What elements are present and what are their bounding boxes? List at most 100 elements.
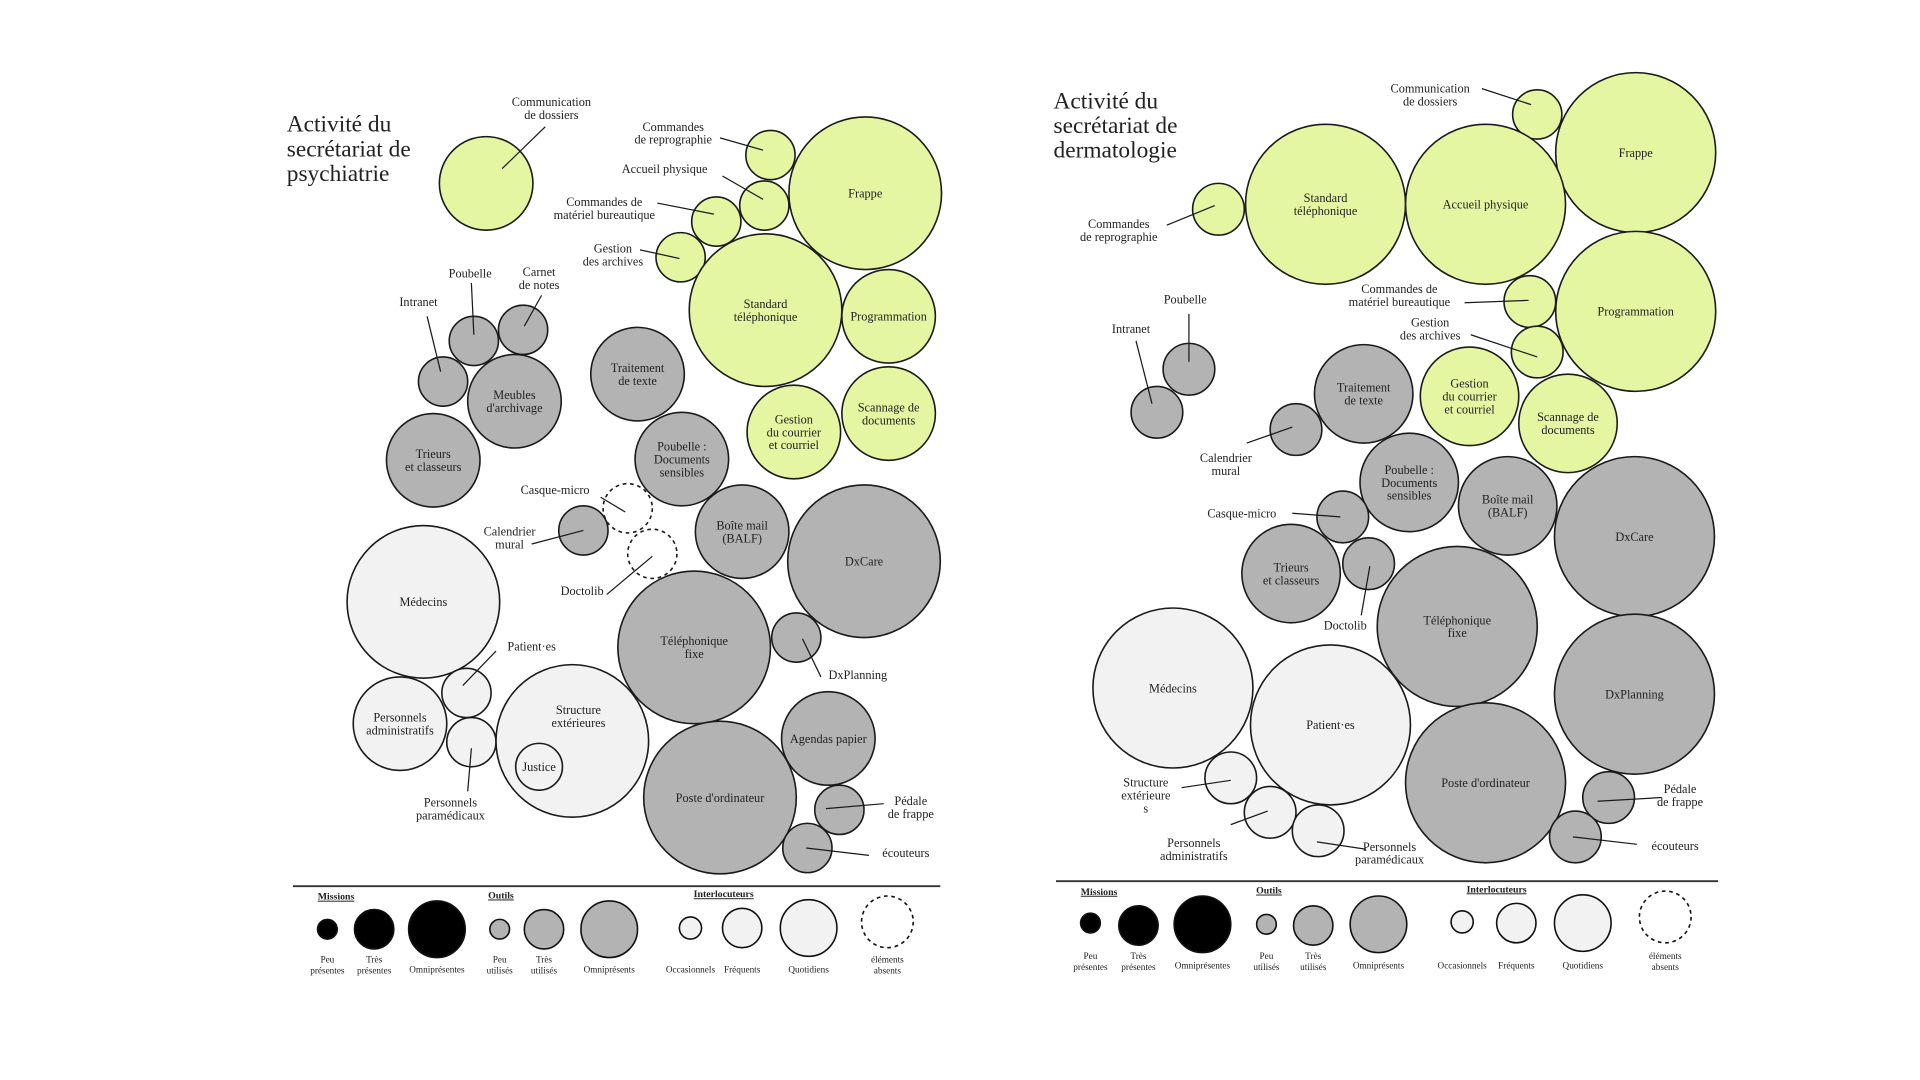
bubble-label-line: téléphonique — [1294, 204, 1358, 218]
bubble-traitement-de-texte: Traitement de texte — [589, 326, 686, 422]
bubble-circle-interlocutor — [1204, 751, 1258, 805]
bubble-label-line: (BALF) — [722, 531, 762, 545]
legend-label: Peu présentes — [310, 954, 345, 975]
bubble-circle-mission — [788, 116, 943, 271]
bubble-label-line: Programmation — [850, 310, 927, 324]
bubble-justice: Justice — [514, 742, 564, 791]
bubble-calendrier-mural: Calendrier mural — [484, 505, 609, 556]
leader-line — [639, 249, 680, 260]
legend-label: Quotidiens — [788, 964, 829, 974]
bubble-circle-interlocutor — [445, 716, 497, 768]
legend: Missions Outils Interlocuteurs Peu présentes… — [292, 885, 941, 976]
legend-swatch-mission — [316, 918, 339, 940]
bubble-label-line: Meubles — [493, 388, 536, 402]
bubble-label: Patient·es — [1306, 718, 1355, 732]
legend-swatch-tool — [580, 900, 639, 959]
bubble-circle-mission — [690, 196, 742, 247]
bubble-label-line: Frappe — [1619, 146, 1654, 160]
bubble-commandes-de-reprographie: Commandes de reprographie — [634, 120, 796, 181]
bubble-label: Pédale de frappe — [888, 794, 935, 821]
bubble-label-line: Poubelle — [449, 267, 493, 281]
bubble-label-line: Structure — [1123, 775, 1169, 789]
bubble-label-line: Médecins — [399, 595, 447, 609]
bubble-label: Doctolib — [561, 584, 604, 598]
dermatology-diagram: Activité du secrétariat de dermatologie Com… — [1054, 71, 1719, 972]
bubble-circle-tool — [642, 720, 798, 875]
bubble-label-line: Standard — [744, 297, 788, 311]
bubble-label-line: Trieurs — [416, 447, 451, 461]
bubble-label: Calendrier mural — [1200, 451, 1252, 478]
bubble-circle-tool — [1553, 613, 1716, 775]
bubble-label-line: Trieurs — [1274, 560, 1309, 574]
bubble-circle-interlocutor — [352, 676, 448, 772]
bubble-label-line: Casque-micro — [1207, 507, 1276, 521]
bubble-circle-tool — [1241, 523, 1342, 624]
bubble-label: Frappe — [848, 187, 883, 201]
leader-line — [1597, 796, 1662, 802]
bubble-circle-tool — [1269, 402, 1323, 457]
bubble-label-line: (BALF) — [1488, 506, 1528, 520]
bubble-label-line: Commandes — [1088, 217, 1150, 231]
bubble-medecins: Médecins — [346, 524, 501, 679]
legend-label: Omniprésentes — [409, 964, 465, 974]
legend-label-line: Omniprésents — [584, 964, 636, 974]
bubble-frappe: Frappe — [788, 116, 943, 271]
bubble-label-line: Communication — [1391, 82, 1470, 96]
legend-label-line: Fréquents — [1498, 961, 1535, 971]
legend-label-line: Quotidiens — [788, 964, 829, 974]
bubble-label-line: documents — [862, 413, 915, 427]
bubble-label-line: Poste d'ordinateur — [676, 791, 765, 805]
bubble-label-line: Poubelle — [1164, 292, 1208, 306]
bubble-label: Personnels administratifs — [366, 711, 434, 738]
bubble-scannage-de-documents: Scannage de documents — [1517, 373, 1619, 474]
legend-header: Interlocuteurs — [1467, 884, 1527, 895]
bubble-label-line: Boîte mail — [1482, 493, 1534, 507]
legend-label-line: présentes — [357, 966, 392, 976]
bubble-circle-tool — [1313, 343, 1414, 444]
bubble-programmation: Programmation — [841, 268, 937, 364]
legend-label-line: absents — [1652, 962, 1680, 972]
legend-label: Peu utilisés — [487, 954, 514, 975]
bubble-label-line: Gestion — [1450, 377, 1488, 391]
legend-swatch-mission — [1173, 895, 1232, 954]
legend-label-line: utilisés — [487, 966, 514, 976]
bubble-label-line: Intranet — [399, 295, 438, 309]
bubble-patient-es: Patient·es — [441, 639, 556, 719]
legend-header: Interlocuteurs — [694, 889, 754, 900]
bubble-circle-mission — [738, 180, 790, 231]
bubble-label: Poubelle — [449, 267, 493, 281]
title-line: Activité du — [1054, 88, 1159, 114]
bubble-circle-mission — [841, 268, 937, 364]
legend-swatch-interlocutor — [779, 898, 838, 958]
bubble-label: DxCare — [1615, 530, 1654, 544]
leader-line — [825, 803, 884, 810]
bubble-label: Communication de dossiers — [1391, 82, 1470, 109]
bubble-label-line: Poste d'ordinateur — [1441, 776, 1530, 790]
leader-line — [657, 202, 714, 215]
bubble-accueil-physique: Accueil physique — [622, 162, 790, 231]
legend-swatch-tool — [489, 918, 511, 940]
bubble-label: Doctolib — [1324, 619, 1367, 633]
bubble-label-line: et courriel — [769, 438, 820, 452]
leader-line — [462, 650, 497, 686]
legend-header: Missions — [1081, 887, 1118, 898]
bubble-circle-mission — [1510, 325, 1564, 379]
bubble-casque-micro: Casque-micro — [1207, 490, 1370, 544]
bubble-communication-de-dossiers: Communication de dossiers — [438, 95, 591, 231]
bubble-patient-es: Patient·es — [1249, 644, 1412, 806]
bubble-scannage-de-documents: Scannage de documents — [841, 365, 937, 462]
bubble-label: Gestion des archives — [1400, 315, 1461, 342]
bubble-poubelle: Poubelle — [448, 267, 500, 367]
bubble-circle-tool — [417, 356, 469, 407]
bubble-circle-tool — [448, 315, 500, 367]
bubble-label: écouteurs — [1652, 839, 1699, 853]
bubble-label-line: Traitement — [611, 361, 665, 375]
leader-line — [467, 748, 472, 792]
bubble-label: écouteurs — [882, 846, 929, 860]
legend-swatch-tool — [1349, 895, 1408, 954]
legend-label: Omniprésents — [584, 964, 636, 974]
leader-line — [1360, 566, 1371, 616]
